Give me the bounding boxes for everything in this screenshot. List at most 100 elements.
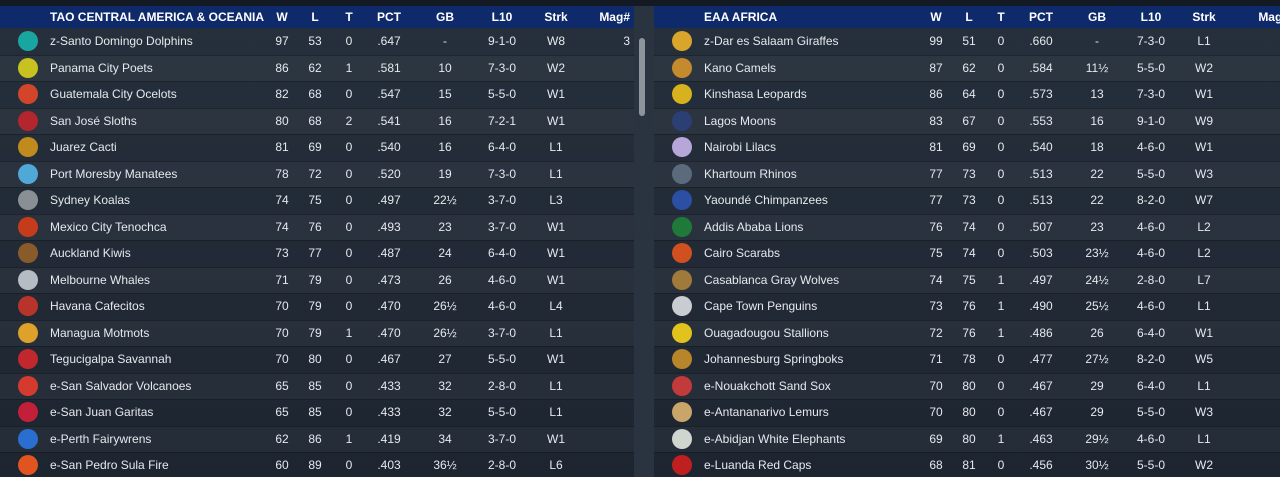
team-row[interactable]: e-San Juan Garitas 65 85 0 .433 32 5-5-0 L1 — [0, 399, 634, 427]
team-wins: 74 — [275, 193, 289, 207]
team-name[interactable]: Mexico City Tenochca — [50, 219, 167, 234]
team-row[interactable]: Ouagadougou Stallions 72 76 1 .486 26 6-4-0 W1 — [654, 320, 1280, 347]
team-row[interactable]: z-Santo Domingo Dolphins 97 53 0 .647 - 9-1-0 W… — [0, 28, 634, 56]
team-streak: W8 — [547, 34, 565, 48]
team-name[interactable]: e-Antananarivo Lemurs — [704, 405, 829, 419]
team-name[interactable]: e-San Salvador Volcanoes — [50, 378, 192, 393]
team-row[interactable]: Lagos Moons 83 67 0 .553 16 9-1-0 W9 — [654, 108, 1280, 135]
team-row[interactable]: e-Antananarivo Lemurs 70 80 0 .467 29 5-5-0 W3 — [654, 399, 1280, 427]
team-row[interactable]: Nairobi Lilacs 81 69 0 .540 18 4-6-0 W1 — [654, 134, 1280, 162]
team-row[interactable]: e-Luanda Red Caps 68 81 0 .456 30½ 5-5-0 W2 — [654, 452, 1280, 477]
team-row[interactable]: z-Dar es Salaam Giraffes 99 51 0 .660 - 7-3-0 L… — [654, 28, 1280, 56]
kiwi-logo-icon — [18, 243, 38, 263]
team-name[interactable]: z-Dar es Salaam Giraffes — [704, 34, 839, 48]
column-header-pct[interactable]: PCT — [377, 10, 401, 24]
team-row[interactable]: Havana Cafecitos 70 79 0 .470 26½ 4-6-0 L4 — [0, 293, 634, 321]
team-games-back: 19 — [438, 166, 452, 181]
team-name[interactable]: e-San Juan Garitas — [50, 405, 154, 419]
division-title[interactable]: TAO CENTRAL AMERICA & OCEANIA — [50, 10, 264, 24]
team-row[interactable]: Auckland Kiwis 73 77 0 .487 24 6-4-0 W1 — [0, 240, 634, 268]
column-header-wins[interactable]: W — [276, 10, 288, 24]
column-header-last-ten[interactable]: L10 — [491, 10, 513, 24]
team-row[interactable]: San José Sloths 80 68 2 .541 16 7-2-1 W1 — [0, 108, 634, 135]
team-name[interactable]: z-Santo Domingo Dolphins — [50, 34, 193, 48]
scrollbar-track[interactable] — [637, 6, 647, 477]
team-row[interactable]: Casablanca Gray Wolves 74 75 1 .497 24½ 2-8-0 L… — [654, 267, 1280, 294]
team-row[interactable]: Khartoum Rhinos 77 73 0 .513 22 5-5-0 W3 — [654, 161, 1280, 188]
column-header-losses[interactable]: L — [965, 10, 973, 24]
team-name[interactable]: Nairobi Lilacs — [704, 140, 777, 154]
team-row[interactable]: e-San Salvador Volcanoes 65 85 0 .433 32 2-8-0… — [0, 373, 634, 400]
team-row[interactable]: Port Moresby Manatees 78 72 0 .520 19 7-3-0 L1 — [0, 161, 634, 188]
scrollbar-thumb[interactable] — [639, 38, 645, 116]
team-row[interactable]: Addis Ababa Lions 76 74 0 .507 23 4-6-0 L2 — [654, 214, 1280, 241]
team-name[interactable]: Cape Town Penguins — [704, 299, 818, 313]
team-wins: 83 — [929, 113, 943, 128]
team-name[interactable]: Lagos Moons — [704, 113, 777, 128]
team-row[interactable]: Mexico City Tenochca 74 76 0 .493 23 3-7-0 W1 — [0, 214, 634, 241]
column-header-last-ten[interactable]: L10 — [1140, 10, 1162, 24]
column-header-ties[interactable]: T — [345, 10, 353, 24]
team-row[interactable]: Sydney Koalas 74 75 0 .497 22½ 3-7-0 L3 — [0, 187, 634, 215]
team-row[interactable]: Yaoundé Chimpanzees 77 73 0 .513 22 8-2-0 W7 — [654, 187, 1280, 215]
division-title[interactable]: EAA AFRICA — [704, 10, 778, 24]
team-row[interactable]: e-Abidjan White Elephants 69 80 1 .463 29½ 4-6… — [654, 426, 1280, 453]
team-name[interactable]: Juarez Cacti — [50, 140, 117, 154]
team-row[interactable]: Managua Motmots 70 79 1 .470 26½ 3-7-0 L1 — [0, 320, 634, 347]
team-name[interactable]: Panama City Poets — [50, 60, 153, 75]
team-name[interactable]: Havana Cafecitos — [50, 299, 145, 313]
team-name[interactable]: Port Moresby Manatees — [50, 166, 178, 181]
team-name[interactable]: Johannesburg Springboks — [704, 352, 844, 366]
team-name[interactable]: Kinshasa Leopards — [704, 87, 807, 101]
team-wins: 65 — [275, 405, 289, 419]
team-row[interactable]: Melbourne Whales 71 79 0 .473 26 4-6-0 W1 — [0, 267, 634, 294]
team-row[interactable]: Tegucigalpa Savannah 70 80 0 .467 27 5-5-0 W1 — [0, 346, 634, 374]
team-row[interactable]: e-Perth Fairywrens 62 86 1 .419 34 3-7-0 W1 — [0, 426, 634, 453]
team-name[interactable]: e-Luanda Red Caps — [704, 458, 812, 472]
team-row[interactable]: Johannesburg Springboks 71 78 0 .477 27½ 8-2-0… — [654, 346, 1280, 374]
team-name[interactable]: Casablanca Gray Wolves — [704, 272, 840, 287]
column-header-losses[interactable]: L — [311, 10, 319, 24]
column-header-wins[interactable]: W — [930, 10, 942, 24]
column-header-ties[interactable]: T — [997, 10, 1005, 24]
team-name[interactable]: Addis Ababa Lions — [704, 219, 804, 234]
column-header-pct[interactable]: PCT — [1029, 10, 1053, 24]
team-row[interactable]: e-San Pedro Sula Fire 60 89 0 .403 36½ 2-8-0 L6 — [0, 452, 634, 477]
team-name[interactable]: Tegucigalpa Savannah — [50, 352, 172, 366]
team-name[interactable]: Auckland Kiwis — [50, 246, 131, 260]
team-row[interactable]: e-Nouakchott Sand Sox 70 80 0 .467 29 6-4-0 L1 — [654, 373, 1280, 400]
team-name[interactable]: Khartoum Rhinos — [704, 166, 797, 181]
team-name[interactable]: Sydney Koalas — [50, 193, 131, 207]
team-row[interactable]: Kinshasa Leopards 86 64 0 .573 13 7-3-0 W1 — [654, 81, 1280, 109]
team-row[interactable]: Cape Town Penguins 73 76 1 .490 25½ 4-6-0 L1 — [654, 293, 1280, 321]
team-name[interactable]: Guatemala City Ocelots — [50, 87, 177, 101]
team-name[interactable]: e-Nouakchott Sand Sox — [704, 378, 831, 393]
team-name[interactable]: Kano Camels — [704, 60, 777, 75]
team-name[interactable]: Ouagadougou Stallions — [704, 325, 829, 340]
team-name[interactable]: Yaoundé Chimpanzees — [704, 193, 828, 207]
team-row[interactable]: Guatemala City Ocelots 82 68 0 .547 15 5-5-0 W1 — [0, 81, 634, 109]
team-name[interactable]: Melbourne Whales — [50, 272, 151, 287]
team-row[interactable]: Juarez Cacti 81 69 0 .540 16 6-4-0 L1 — [0, 134, 634, 162]
team-name[interactable]: e-Abidjan White Elephants — [704, 431, 846, 446]
team-row[interactable]: Panama City Poets 86 62 1 .581 10 7-3-0 W2 — [0, 55, 634, 82]
team-name[interactable]: Managua Motmots — [50, 325, 150, 340]
column-header-streak[interactable]: Strk — [544, 10, 568, 24]
team-name[interactable]: e-San Pedro Sula Fire — [50, 458, 169, 472]
lemur-logo-icon — [672, 402, 692, 422]
team-name[interactable]: Cairo Scarabs — [704, 246, 781, 260]
team-name[interactable]: e-Perth Fairywrens — [50, 431, 152, 446]
column-header-magic-number[interactable]: Mag# — [599, 10, 630, 24]
team-losses: 53 — [308, 34, 322, 48]
column-header-games-back[interactable]: GB — [1088, 10, 1106, 24]
team-last-ten: 2-8-0 — [487, 458, 516, 472]
column-header-streak[interactable]: Strk — [1192, 10, 1216, 24]
team-streak: L1 — [1197, 378, 1211, 393]
team-wins: 72 — [929, 325, 943, 340]
column-header-magic-number[interactable]: Mag# — [1258, 10, 1280, 24]
column-header-games-back[interactable]: GB — [436, 10, 454, 24]
team-row[interactable]: Kano Camels 87 62 0 .584 11½ 5-5-0 W2 — [654, 55, 1280, 82]
team-row[interactable]: Cairo Scarabs 75 74 0 .503 23½ 4-6-0 L2 — [654, 240, 1280, 268]
team-name[interactable]: San José Sloths — [50, 113, 137, 128]
team-games-back: 16 — [438, 113, 452, 128]
